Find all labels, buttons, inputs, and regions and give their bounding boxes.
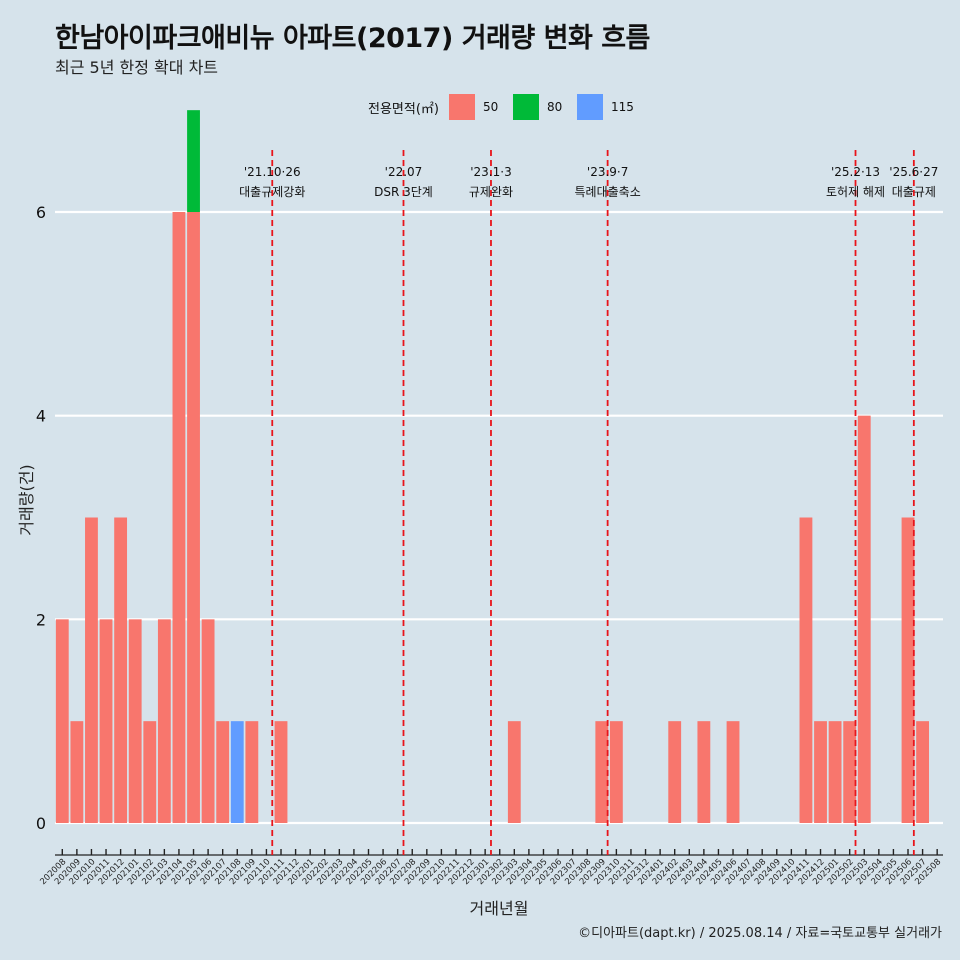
y-tick-label: 2 [36,610,46,629]
bar-202109-50 [245,721,259,823]
event-date-label: '22.07 [385,165,423,179]
y-axis-title: 거래량(건) [17,464,36,535]
event-name-label: 대출규제강화 [239,185,305,199]
legend-swatch-80 [512,94,539,120]
bar-202107-50 [216,721,230,823]
bar-202101-50 [128,619,142,823]
bar-202502-50 [843,721,857,823]
legend-title: 전용면적(㎡) [368,101,439,117]
bar-202310-50 [609,721,623,823]
event-name-label: DSR 3단계 [374,185,433,199]
bar-202303-50 [507,721,521,823]
legend-swatch-115 [576,94,603,120]
event-name-label: 특례대출축소 [575,185,641,199]
event-name-label: 대출규제 [892,185,936,199]
x-axis-title: 거래년월 [470,899,529,918]
bar-202008-50 [55,619,69,823]
bar-202506-50 [901,517,915,823]
event-name-label: 토허제 해제 [826,185,885,199]
bar-202406-50 [726,721,740,823]
bar-202411-50 [799,517,813,823]
bar-202011-50 [99,619,113,823]
legend-label-50: 50 [482,100,499,114]
y-tick-label: 4 [36,407,46,426]
event-date-label: '25.2·13 [831,165,880,179]
bar-202104-50 [172,212,186,823]
event-name-label: 규제완화 [469,185,513,199]
bar-202111-50 [274,721,288,823]
bar-202507-50 [916,721,930,823]
bar-202108-115 [230,721,244,823]
event-date-label: '23.1·3 [470,165,511,179]
legend-item-80: 80 [512,94,569,120]
bar-202012-50 [114,517,128,823]
legend-item-50: 50 [448,94,505,120]
event-date-label: '23.9·7 [587,165,628,179]
legend-label-80: 80 [546,100,563,114]
bar-202402-50 [668,721,682,823]
legend-swatch-50 [448,94,475,120]
bar-202009-50 [70,721,84,823]
chart-subtitle: 최근 5년 한정 확대 차트 [55,58,219,77]
event-date-label: '21.10·26 [244,165,301,179]
legend-item-115: 115 [576,94,634,120]
y-tick-label: 0 [36,814,46,833]
source-caption: ©디아파트(dapt.kr) / 2025.08.14 / 자료=국토교통부 실… [578,926,942,941]
bar-202309-50 [595,721,609,823]
bar-202010-50 [85,517,98,823]
bar-202103-50 [157,619,171,823]
bar-202106-50 [201,619,215,823]
bar-202105-50 [187,212,200,823]
bar-202503-50 [857,415,871,823]
bar-202404-50 [697,721,711,823]
legend-label-115: 115 [610,100,634,114]
bar-202105-80 [187,110,200,212]
bar-202102-50 [143,721,157,823]
bar-202412-50 [814,721,827,823]
bar-202501-50 [828,721,842,823]
event-date-label: '25.6·27 [889,165,938,179]
legend: 전용면적(㎡) 50 80 115 [368,93,642,121]
chart-title: 한남아이파크애비뉴 아파트(2017) 거래량 변화 흐름 [55,23,650,54]
y-tick-label: 6 [36,203,46,222]
